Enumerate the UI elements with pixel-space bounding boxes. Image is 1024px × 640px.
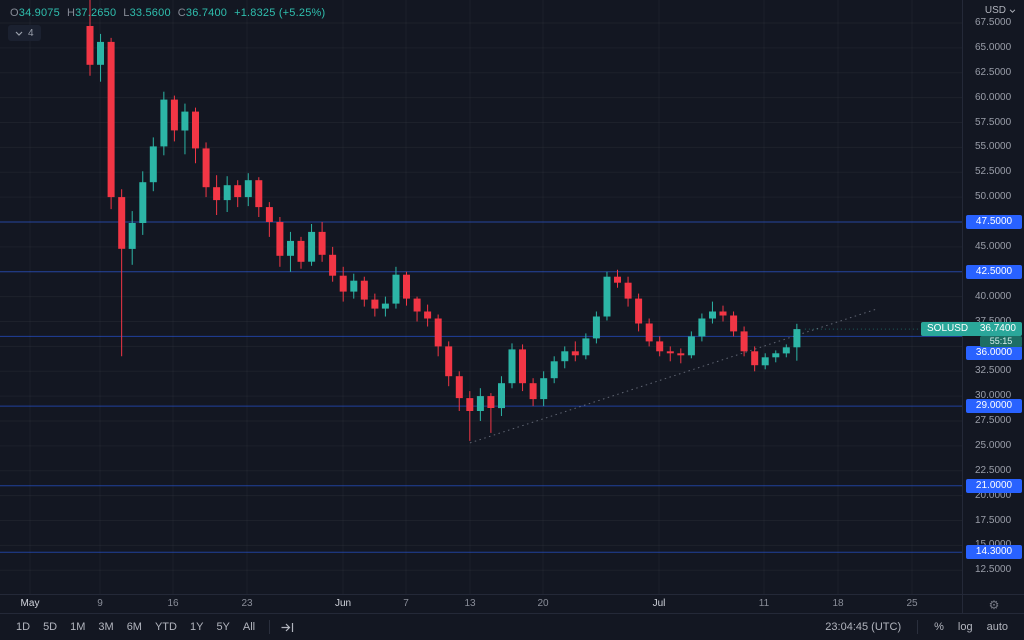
price-level-label[interactable]: 29.0000	[966, 399, 1022, 414]
time-label: 13	[464, 598, 476, 609]
time-label: Jun	[334, 598, 352, 609]
price-level-label[interactable]: 14.3000	[966, 545, 1022, 560]
toolbar-divider	[917, 620, 919, 634]
range-button-6m[interactable]: 6M	[126, 621, 142, 633]
bottom-toolbar: 1D 5D 1M 3M 6M YTD 1Y 5Y All 23:04:45 (UTC) % lo…	[0, 613, 1024, 640]
price-level-label[interactable]: 36.0000	[966, 346, 1022, 361]
chevron-down-icon	[1009, 8, 1016, 13]
toolbar-right-group: 23:04:45 (UTC) % log auto	[819, 618, 1014, 636]
currency-label: USD	[984, 5, 1006, 16]
open-label: O	[10, 7, 19, 19]
time-label: 20	[537, 598, 549, 609]
ohlc-legend: O 34.9075 H 37.2650 L 33.5600 C 36.7400 +1.8…	[10, 7, 325, 19]
date-range-buttons: 1D 5D 1M 3M 6M YTD 1Y 5Y All	[10, 618, 261, 636]
price-tick: 20.0000	[975, 489, 1012, 501]
time-label: Jul	[652, 598, 666, 609]
gear-icon[interactable]: ⚙	[988, 597, 1000, 612]
price-tick: 52.5000	[975, 166, 1012, 178]
range-button-3m[interactable]: 3M	[98, 621, 114, 633]
price-tick: 17.5000	[975, 514, 1012, 526]
time-axis[interactable]: May 9 16 23 Jun 7 13 20 Jul 11 18 25	[0, 594, 962, 614]
time-label: May	[20, 598, 40, 609]
price-tick: 60.0000	[975, 91, 1012, 103]
time-label: 7	[403, 598, 409, 609]
log-scale-toggle[interactable]: log	[957, 621, 973, 633]
low-readout: L 33.5600	[123, 7, 171, 19]
price-tick: 25.0000	[975, 439, 1012, 451]
price-tick: 15.0000	[975, 539, 1011, 551]
price-tick: 55.0000	[975, 141, 1012, 153]
axis-corner: ⚙	[962, 594, 1024, 614]
high-value: 37.2650	[75, 7, 117, 19]
price-tick: 67.5000	[975, 17, 1012, 28]
high-label: H	[66, 7, 76, 19]
price-tick: 45.0000	[975, 240, 1012, 252]
time-label: 23	[241, 598, 253, 609]
price-tick: 57.5000	[975, 116, 1012, 128]
range-button-5d[interactable]: 5D	[43, 621, 58, 633]
close-value: 36.7400	[185, 7, 228, 19]
auto-scale-toggle[interactable]: auto	[986, 621, 1008, 633]
price-tick: 30.0000	[975, 390, 1012, 402]
time-label: 16	[167, 598, 179, 609]
price-tick: 62.5000	[975, 66, 1012, 78]
range-button-1y[interactable]: 1Y	[189, 621, 204, 633]
price-tick: 12.5000	[975, 564, 1012, 576]
last-price-value: 36.7400	[979, 323, 1016, 335]
percent-scale-toggle[interactable]: %	[934, 621, 944, 633]
price-tick: 27.5000	[975, 415, 1012, 426]
range-button-all[interactable]: All	[242, 621, 256, 633]
price-level-label[interactable]: 21.0000	[966, 478, 1022, 493]
price-tick: 32.5000	[975, 365, 1012, 377]
chart-pane[interactable]: O 34.9075 H 37.2650 L 33.5600 C 36.7400 +1.8…	[0, 0, 962, 594]
last-price-label: SOLUSD 36.7400	[921, 322, 1022, 337]
open-value: 34.9075	[18, 7, 60, 19]
bar-countdown: 55:15	[980, 336, 1022, 348]
legend-collapse-toggle[interactable]: 4	[8, 25, 41, 41]
range-button-1m[interactable]: 1M	[70, 621, 86, 633]
low-value: 33.5600	[129, 7, 171, 19]
range-button-5y[interactable]: 5Y	[216, 621, 230, 633]
time-label: 11	[758, 598, 770, 609]
price-level-label[interactable]: 42.5000	[966, 264, 1022, 279]
price-level-label[interactable]: 47.5000	[966, 215, 1022, 229]
price-tick: 22.5000	[975, 464, 1012, 476]
go-to-date-button[interactable]	[278, 618, 297, 637]
time-label: 9	[97, 598, 103, 609]
price-tick: 50.0000	[975, 191, 1012, 203]
price-tick: 37.5000	[975, 315, 1012, 327]
price-tick: 40.0000	[975, 290, 1012, 302]
clock[interactable]: 23:04:45 (UTC)	[825, 621, 902, 633]
high-readout: H 37.2650	[67, 7, 116, 19]
indicator-count: 4	[28, 27, 34, 39]
time-label: 18	[832, 598, 844, 609]
candlestick-chart[interactable]	[0, 0, 962, 594]
open-readout: O 34.9075	[10, 7, 60, 19]
low-label: L	[123, 7, 130, 19]
price-axis[interactable]: USD 67.5000 65.0000 62.5000 60.0000 57.5000 5…	[921, 0, 1024, 594]
range-button-1d[interactable]: 1D	[16, 621, 31, 633]
close-label: C	[177, 7, 186, 19]
toolbar-divider	[269, 620, 271, 634]
change-readout: +1.8325 (+5.25%)	[234, 7, 326, 19]
close-readout: C 36.7400	[178, 7, 227, 19]
price-tick: 65.0000	[975, 41, 1012, 53]
go-to-date-icon	[281, 622, 294, 632]
range-button-ytd[interactable]: YTD	[154, 621, 177, 633]
time-label: 25	[906, 598, 918, 609]
currency-selector[interactable]: USD	[985, 5, 1016, 16]
chevron-down-icon	[15, 31, 23, 36]
last-price-symbol: SOLUSD	[927, 323, 969, 335]
